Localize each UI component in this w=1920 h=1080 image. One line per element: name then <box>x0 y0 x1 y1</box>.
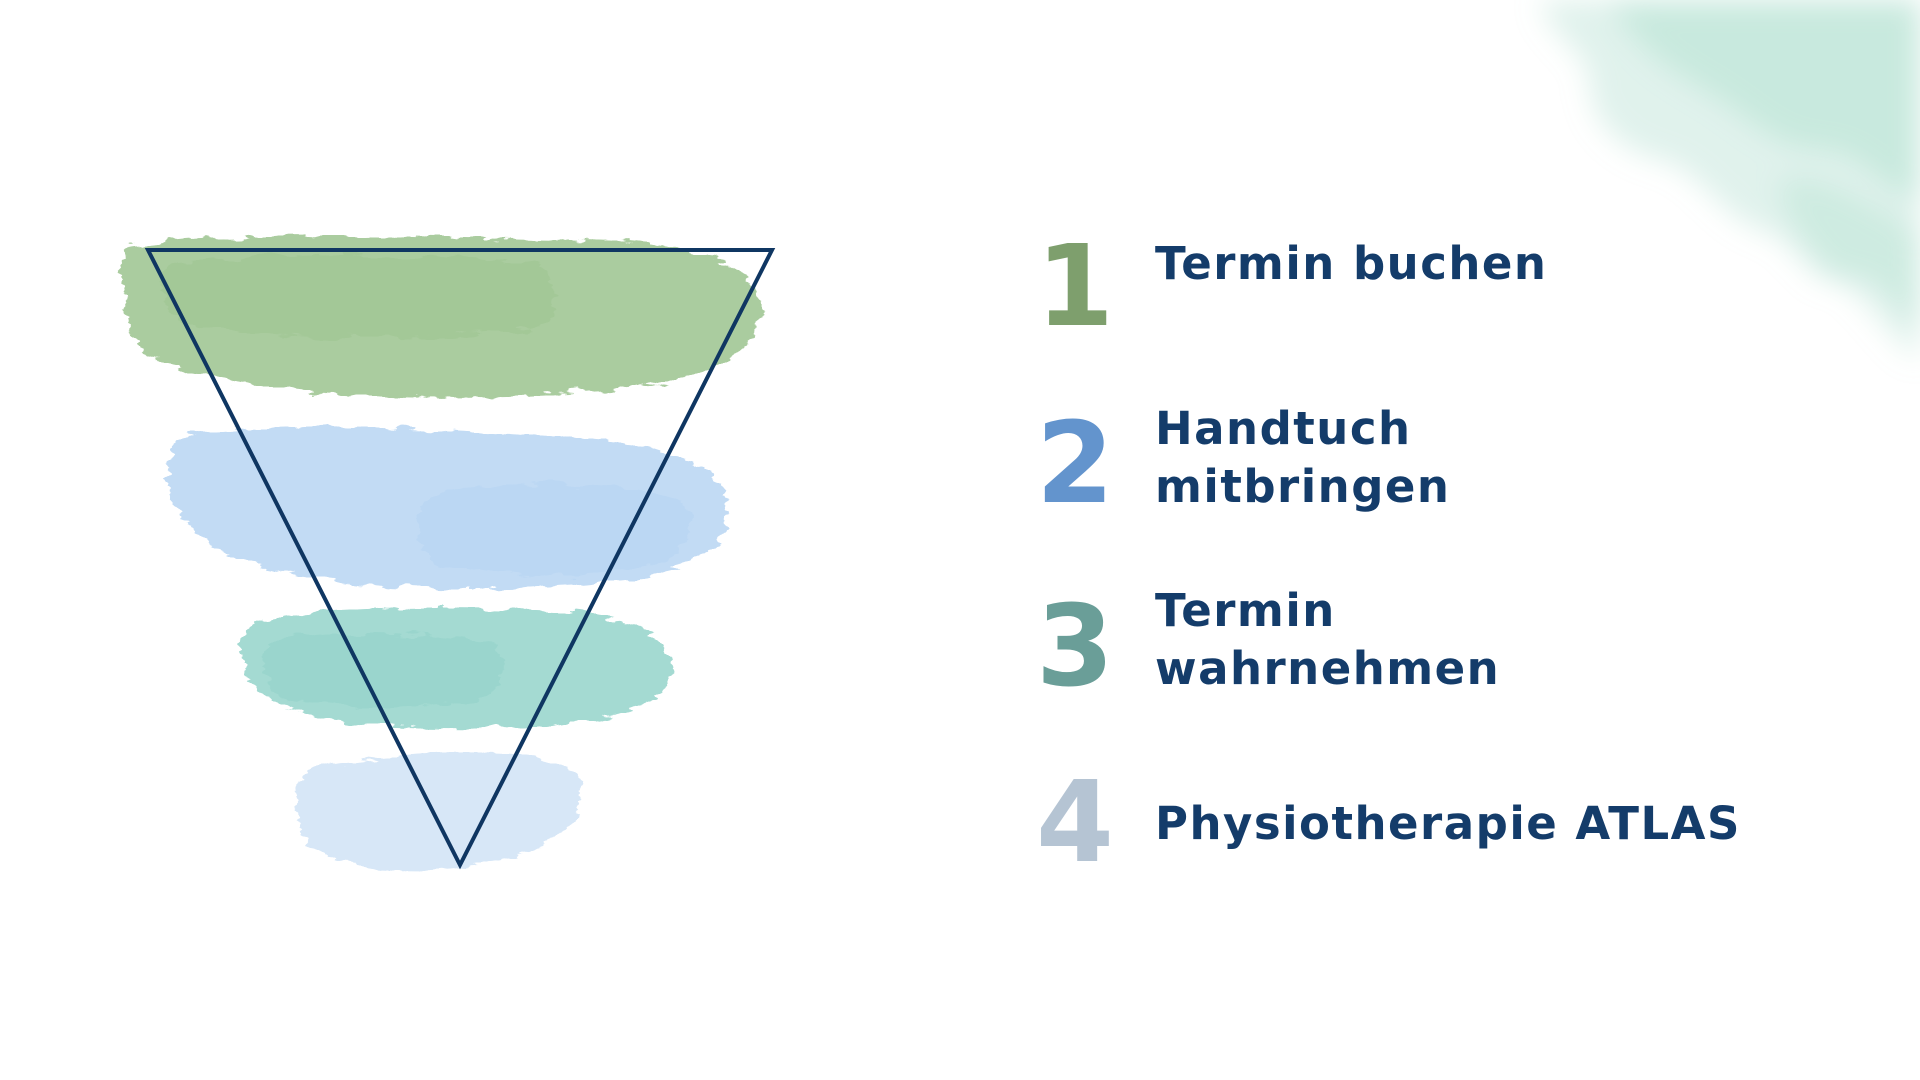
watercolor-stroke-green <box>121 236 762 398</box>
step-label: Termin buchen <box>1155 237 1548 290</box>
step-label: Handtuch mitbringen <box>1155 402 1451 513</box>
step-number: 4 <box>1036 758 1114 888</box>
step-number: 2 <box>1036 399 1114 529</box>
step-number: 3 <box>1036 582 1114 712</box>
watercolor-stroke-pale-blue <box>294 753 583 871</box>
step-number: 1 <box>1036 222 1114 352</box>
steps-list: 1 Termin buchen 2 Handtuch mitbringen 3 … <box>1020 0 1900 1080</box>
funnel-outline <box>144 248 776 870</box>
step-label: Physiotherapie ATLAS <box>1155 797 1741 850</box>
funnel-diagram <box>121 236 776 871</box>
watercolor-stroke-blue <box>167 426 729 589</box>
watercolor-stroke-teal <box>241 607 672 729</box>
step-label: Termin wahrnehmen <box>1155 584 1501 695</box>
corner-watercolor-wash <box>1540 0 1920 360</box>
